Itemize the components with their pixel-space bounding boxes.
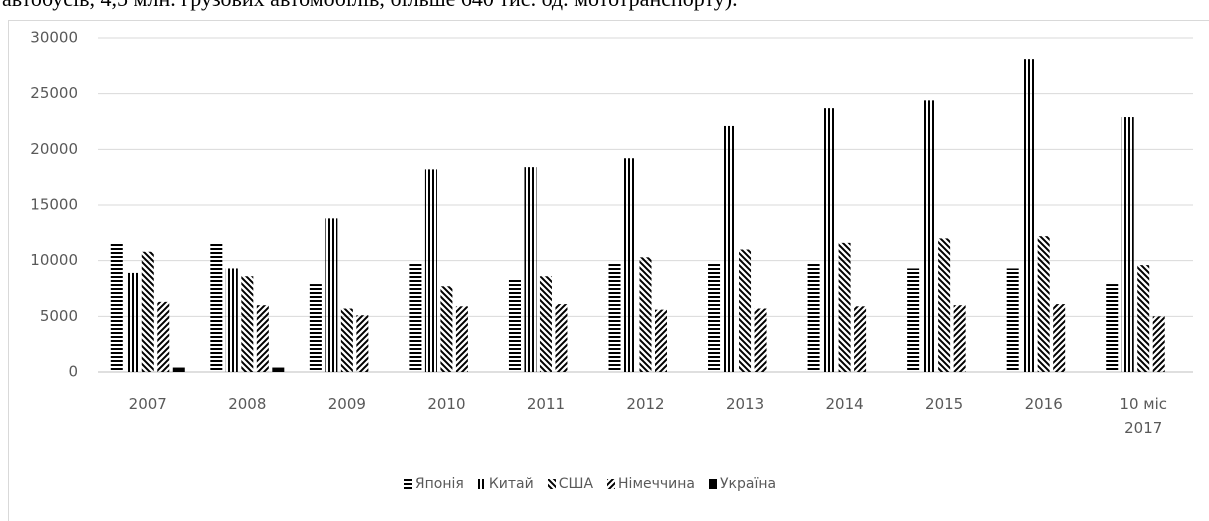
x-tick-label: 2007 [128, 395, 167, 413]
bar [409, 264, 422, 372]
legend-swatch-fill [709, 479, 717, 489]
bar [1106, 284, 1119, 372]
legend-swatch-fill [607, 479, 616, 489]
y-tick-label: 5000 [40, 307, 78, 325]
bar [172, 367, 185, 372]
x-tick-label: 2012 [626, 395, 665, 413]
bar [241, 276, 254, 372]
y-tick-label: 10000 [30, 251, 78, 269]
bar [1137, 265, 1150, 372]
y-tick-label: 30000 [30, 29, 78, 47]
chart-frame [8, 20, 1209, 521]
bar [754, 308, 767, 372]
bar [922, 100, 935, 372]
legend-swatch-fill [547, 479, 556, 489]
legend-label: Україна [720, 476, 777, 492]
bar [141, 251, 154, 372]
y-tick-label: 0 [68, 363, 78, 381]
bar [524, 167, 537, 372]
bar [807, 264, 820, 372]
bar [126, 272, 139, 372]
bar [1152, 316, 1165, 372]
bar [508, 279, 521, 372]
bar [272, 367, 285, 372]
bar [256, 305, 269, 372]
legend-swatch-fill [477, 479, 486, 489]
legend-label: Німеччина [618, 476, 695, 492]
bar [624, 158, 636, 372]
bar [455, 306, 468, 372]
legend-swatch [477, 479, 486, 489]
bar [739, 249, 752, 372]
x-tick-label: 2014 [825, 395, 864, 413]
bar [938, 238, 951, 372]
legend-item: Японія [403, 476, 464, 492]
bar [854, 306, 867, 372]
bar [555, 304, 568, 372]
bar [1121, 117, 1134, 373]
bar [838, 242, 851, 372]
bar [110, 242, 123, 372]
bar [356, 315, 369, 372]
bar [907, 268, 920, 372]
x-tick-label: 2011 [526, 395, 566, 413]
legend-item: Україна [709, 476, 776, 492]
bar [424, 169, 437, 372]
legend-label: Японія [414, 476, 464, 492]
bar [655, 309, 667, 372]
legend-swatch [607, 479, 616, 489]
x-tick-label: 2013 [725, 395, 765, 413]
legend-swatch [403, 479, 412, 489]
bar [539, 276, 552, 372]
bar [325, 218, 338, 372]
legend-item: США [547, 476, 594, 492]
legend-swatch [709, 479, 717, 489]
bar [708, 264, 721, 372]
bar [1053, 304, 1066, 372]
legend-label: Китай [488, 476, 534, 492]
bar [1006, 268, 1019, 372]
y-tick-label: 15000 [30, 196, 78, 214]
legend-swatch [547, 479, 556, 489]
bar [1037, 236, 1050, 372]
caption: автобусів, 4,5 млн. грузових автомобілів… [2, 0, 738, 12]
bar [1022, 59, 1035, 373]
legend-item: Китай [477, 476, 534, 492]
x-tick-label: 2008 [228, 395, 267, 413]
bar [340, 308, 353, 372]
legend-item: Німеччина [607, 476, 695, 492]
bar [953, 305, 966, 372]
bar [309, 284, 322, 372]
x-tick-label: 2015 [925, 395, 964, 413]
x-tick-label: 10 міс 2017 [1119, 395, 1168, 437]
legend-label: США [558, 476, 594, 492]
bar [210, 242, 223, 372]
y-tick-label: 25000 [30, 84, 78, 102]
x-tick-label: 2016 [1024, 395, 1063, 413]
y-tick-label: 20000 [30, 140, 78, 158]
bar [639, 257, 652, 372]
bar [225, 268, 238, 372]
legend-swatch-fill [403, 479, 412, 489]
bar [608, 264, 621, 372]
x-tick-label: 2009 [327, 395, 366, 413]
x-tick-label: 2010 [427, 395, 466, 413]
bar [157, 301, 170, 372]
bar [440, 286, 453, 372]
bar [823, 108, 836, 372]
bar [723, 125, 736, 372]
legend: Японія Китай США Німеччина Україна [0, 476, 1180, 492]
